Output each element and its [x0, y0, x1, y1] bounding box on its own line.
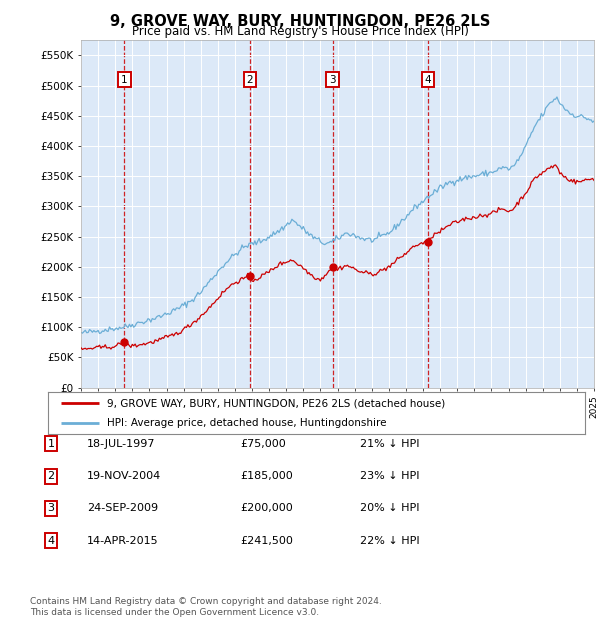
- Text: 2: 2: [47, 471, 55, 481]
- Text: 1: 1: [47, 439, 55, 449]
- Text: 21% ↓ HPI: 21% ↓ HPI: [360, 439, 419, 449]
- Text: 23% ↓ HPI: 23% ↓ HPI: [360, 471, 419, 481]
- Text: 9, GROVE WAY, BURY, HUNTINGDON, PE26 2LS: 9, GROVE WAY, BURY, HUNTINGDON, PE26 2LS: [110, 14, 490, 29]
- Text: 3: 3: [47, 503, 55, 513]
- Text: HPI: Average price, detached house, Huntingdonshire: HPI: Average price, detached house, Hunt…: [107, 418, 386, 428]
- Text: 1: 1: [121, 74, 128, 84]
- Text: 18-JUL-1997: 18-JUL-1997: [87, 439, 155, 449]
- Text: £185,000: £185,000: [240, 471, 293, 481]
- Text: 14-APR-2015: 14-APR-2015: [87, 536, 158, 546]
- Text: 24-SEP-2009: 24-SEP-2009: [87, 503, 158, 513]
- Text: Price paid vs. HM Land Registry's House Price Index (HPI): Price paid vs. HM Land Registry's House …: [131, 25, 469, 38]
- Text: 20% ↓ HPI: 20% ↓ HPI: [360, 503, 419, 513]
- Text: 2: 2: [247, 74, 253, 84]
- Text: £200,000: £200,000: [240, 503, 293, 513]
- Text: £241,500: £241,500: [240, 536, 293, 546]
- Text: Contains HM Land Registry data © Crown copyright and database right 2024.
This d: Contains HM Land Registry data © Crown c…: [30, 598, 382, 617]
- Text: 4: 4: [425, 74, 431, 84]
- Text: 3: 3: [329, 74, 336, 84]
- Text: 9, GROVE WAY, BURY, HUNTINGDON, PE26 2LS (detached house): 9, GROVE WAY, BURY, HUNTINGDON, PE26 2LS…: [107, 398, 445, 408]
- Text: 4: 4: [47, 536, 55, 546]
- Text: 22% ↓ HPI: 22% ↓ HPI: [360, 536, 419, 546]
- Text: 19-NOV-2004: 19-NOV-2004: [87, 471, 161, 481]
- Text: £75,000: £75,000: [240, 439, 286, 449]
